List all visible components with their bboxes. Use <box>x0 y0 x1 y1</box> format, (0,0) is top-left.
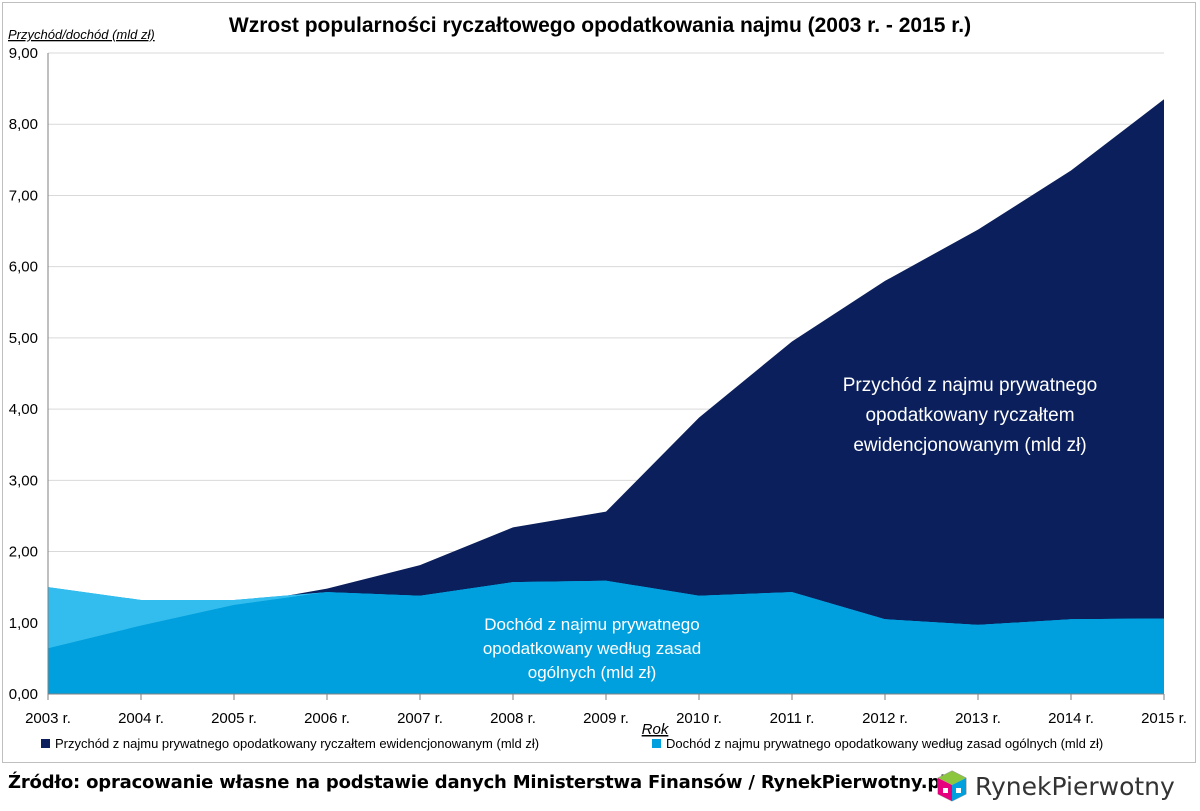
house-cube-logo-icon <box>937 770 967 802</box>
y-tick-label: 0,00 <box>9 686 38 703</box>
legend-swatch-ogolne <box>652 739 661 748</box>
x-tick-label: 2005 r. <box>211 710 257 727</box>
y-tick-label: 4,00 <box>9 401 38 418</box>
y-tick-label: 8,00 <box>9 116 38 133</box>
brand-name: RynekPierwotny <box>975 771 1175 801</box>
x-tick-label: 2006 r. <box>304 710 350 727</box>
annotation-ryczalt-line: ewidencjonowanym (mld zł) <box>853 435 1086 456</box>
x-tick-label: 2010 r. <box>676 710 722 727</box>
annotation-ryczalt-line: Przychód z najmu prywatnego <box>843 375 1098 396</box>
area-chart: 0,00 1,00 2,00 3,00 4,00 5,00 6,00 7,00 8,00 9,00… <box>8 14 1187 751</box>
x-tick-label: 2013 r. <box>955 710 1001 727</box>
y-axis-label: Przychód/dochód (mld zł) <box>8 27 155 42</box>
y-tick-label: 6,00 <box>9 259 38 276</box>
x-tick-label: 2011 r. <box>770 710 815 727</box>
annotation-ogolne-line: opodatkowany według zasad <box>483 639 701 658</box>
legend-label-ogolne: Dochód z najmu prywatnego opodatkowany w… <box>666 736 1103 751</box>
x-tick-label: 2007 r. <box>397 710 443 727</box>
annotation-ogolne-line: ogólnych (mld zł) <box>528 663 657 682</box>
chart-title: Wzrost popularności ryczałtowego opodatk… <box>229 14 971 37</box>
legend-label-ryczalt: Przychód z najmu prywatnego opodatkowany… <box>55 736 539 751</box>
y-tick-label: 5,00 <box>9 330 38 347</box>
chart-frame <box>2 2 1196 763</box>
x-axis-label: Rok <box>642 721 670 738</box>
area-ogolne-front <box>48 580 1164 694</box>
annotation-ryczalt-line: opodatkowany ryczałtem <box>865 405 1074 426</box>
x-tick-label: 2008 r. <box>490 710 536 727</box>
x-tick-label: 2014 r. <box>1048 710 1094 727</box>
annotation-ogolne-line: Dochód z najmu prywatnego <box>484 615 699 634</box>
y-tick-label: 9,00 <box>9 45 38 62</box>
x-tick-label: 2004 r. <box>118 710 164 727</box>
y-tick-label: 3,00 <box>9 472 38 489</box>
y-tick-label: 1,00 <box>9 615 38 632</box>
source-note: Źródło: opracowanie własne na podstawie … <box>8 772 947 793</box>
x-tick-label: 2009 r. <box>583 710 629 727</box>
x-tick-label: 2003 r. <box>25 710 71 727</box>
legend-swatch-ryczalt <box>41 739 50 748</box>
x-tick-label: 2015 r. <box>1141 710 1187 727</box>
brand-logo: RynekPierwotny <box>935 766 1175 806</box>
y-tick-label: 2,00 <box>9 544 38 561</box>
x-tick-label: 2012 r. <box>862 710 908 727</box>
y-tick-label: 7,00 <box>9 187 38 204</box>
area-ryczalt <box>48 99 1164 695</box>
